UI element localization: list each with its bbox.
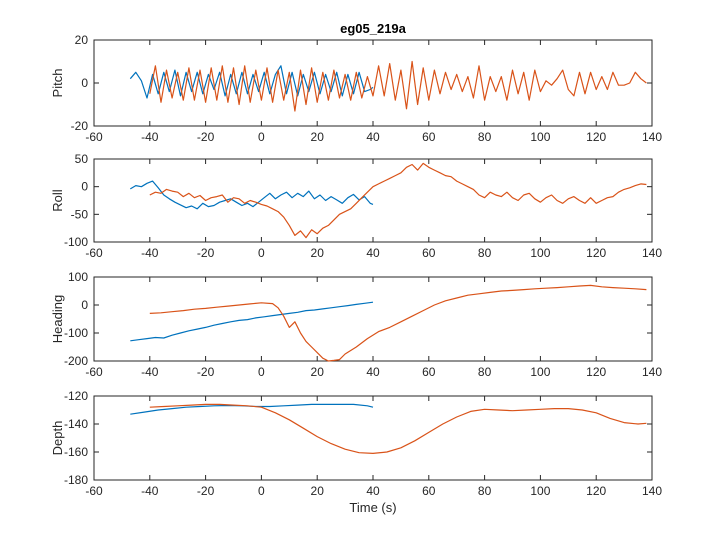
x-tick-label: 0 [258, 130, 265, 144]
x-tick-label: 120 [586, 130, 606, 144]
x-tick-label: 120 [586, 484, 606, 498]
y-tick-label: -160 [64, 445, 88, 459]
x-tick-label: 0 [258, 246, 265, 260]
x-tick-label: 120 [586, 246, 606, 260]
x-tick-label: 80 [478, 246, 492, 260]
series-line-2 [149, 162, 647, 239]
panel-2: -60 -40 -20 0 20 40 60 80 100 120 140 -100 -50 0 50 Rol… [50, 152, 662, 260]
x-tick-label: 0 [258, 484, 265, 498]
panel-1: -60 -40 -20 0 20 40 60 80 100 120 140 -20 0 20 Pitch [50, 33, 662, 144]
x-tick-label: 80 [478, 130, 492, 144]
x-tick-label: 20 [311, 246, 325, 260]
x-tick-label: 100 [530, 484, 550, 498]
y-tick-label: -120 [64, 389, 88, 403]
x-tick-label: 40 [366, 246, 380, 260]
x-tick-label: -60 [85, 246, 103, 260]
y-axis-label-pitch: Pitch [50, 69, 65, 98]
series-line-1 [130, 301, 374, 342]
panel-4: -60 -40 -20 0 20 40 60 80 100 120 140 -180 -160 -140 -… [50, 389, 662, 498]
x-tick-label: 80 [478, 484, 492, 498]
x-tick-label: -40 [141, 246, 159, 260]
x-tick-label: 20 [311, 130, 325, 144]
y-tick-label: -200 [64, 354, 88, 368]
y-tick-label: -20 [71, 119, 89, 133]
x-tick-label: 60 [422, 246, 436, 260]
x-tick-label: 140 [642, 365, 662, 379]
y-tick-label: -100 [64, 326, 88, 340]
chart-title: eg05_219a [340, 21, 407, 36]
x-tick-label: 20 [311, 365, 325, 379]
x-tick-label: 80 [478, 365, 492, 379]
x-tick-label: 0 [258, 365, 265, 379]
x-tick-label: 100 [530, 130, 550, 144]
x-tick-label: -20 [197, 130, 215, 144]
x-tick-label: -40 [141, 130, 159, 144]
y-axis-label-heading: Heading [50, 295, 65, 343]
x-tick-label: 40 [366, 130, 380, 144]
series-line-1 [129, 65, 374, 99]
x-tick-label: 40 [366, 484, 380, 498]
y-tick-label: 0 [81, 180, 88, 194]
x-tick-label: 60 [422, 130, 436, 144]
y-axis-label-depth: Depth [50, 421, 65, 456]
x-tick-label: -20 [197, 484, 215, 498]
x-tick-label: 120 [586, 365, 606, 379]
y-tick-label: -100 [64, 235, 88, 249]
y-tick-label: 100 [68, 270, 88, 284]
plot-box [93, 158, 653, 243]
y-tick-label: -180 [64, 473, 88, 487]
x-tick-label: 100 [530, 365, 550, 379]
x-tick-label: 140 [642, 484, 662, 498]
x-tick-label: -60 [85, 365, 103, 379]
x-tick-label: 140 [642, 246, 662, 260]
series-line-1 [129, 180, 374, 210]
x-axis-label: Time (s) [349, 500, 396, 515]
series-line-2 [149, 403, 647, 454]
x-tick-label: -20 [197, 365, 215, 379]
series-line-2 [149, 284, 647, 362]
x-tick-label: 100 [530, 246, 550, 260]
x-tick-label: 20 [311, 484, 325, 498]
y-tick-label: 0 [81, 298, 88, 312]
x-tick-label: 40 [366, 365, 380, 379]
x-tick-label: 60 [422, 484, 436, 498]
y-axis-label-roll: Roll [50, 189, 65, 212]
y-tick-label: 50 [75, 152, 89, 166]
x-tick-label: -40 [141, 365, 159, 379]
plot-box [93, 276, 653, 362]
x-tick-label: 140 [642, 130, 662, 144]
x-tick-label: 60 [422, 365, 436, 379]
x-tick-label: -60 [85, 484, 103, 498]
y-tick-label: 20 [75, 33, 89, 47]
panel-3: -60 -40 -20 0 20 40 60 80 100 120 140-200-1000100H… [50, 270, 662, 379]
x-tick-label: -20 [197, 246, 215, 260]
y-tick-label: -140 [64, 417, 88, 431]
series-line-2 [149, 60, 647, 112]
x-tick-label: -40 [141, 484, 159, 498]
y-tick-label: 0 [81, 76, 88, 90]
y-tick-label: -50 [71, 207, 89, 221]
x-tick-label: -60 [85, 130, 103, 144]
